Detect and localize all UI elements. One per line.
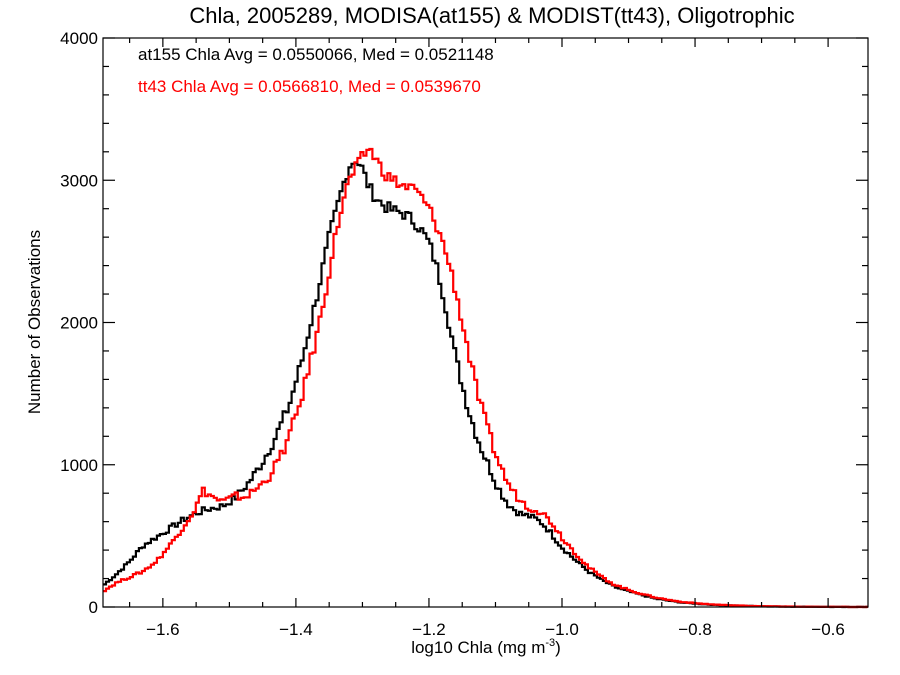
x-tick-label: −0.8 — [678, 620, 712, 639]
series-layer — [103, 147, 868, 609]
x-axis: −1.6 −1.4 −1.2 −1.0 −0.8 −0.6 — [129, 38, 845, 639]
y-tick-label: 1000 — [60, 456, 98, 475]
chart-title: Chla, 2005289, MODISA(at155) & MODIST(tt… — [189, 3, 794, 28]
y-tick-label: 2000 — [60, 314, 98, 333]
y-tick-label: 3000 — [60, 171, 98, 190]
series-line-0 — [103, 161, 868, 609]
x-axis-label-superscript: -3 — [545, 637, 555, 649]
x-axis-label-end: ) — [555, 638, 561, 657]
annotation-tt43: tt43 Chla Avg = 0.0566810, Med = 0.05396… — [138, 77, 481, 96]
y-axis: 0 1000 2000 3000 4000 — [60, 29, 868, 617]
x-axis-label-main: log10 Chla (mg m — [411, 638, 545, 657]
y-tick-label: 0 — [89, 598, 98, 617]
x-tick-label: −1.2 — [412, 620, 446, 639]
x-axis-label: log10 Chla (mg m-3) — [411, 637, 561, 657]
series-line-1 — [103, 147, 868, 609]
x-tick-label: −1.0 — [545, 620, 579, 639]
annotation-at155: at155 Chla Avg = 0.0550066, Med = 0.0521… — [138, 45, 494, 64]
plot-frame — [102, 37, 869, 608]
x-tick-label: −1.4 — [279, 620, 313, 639]
x-tick-label: −1.6 — [146, 620, 180, 639]
y-axis-label: Number of Observations — [25, 230, 44, 414]
y-tick-label: 4000 — [60, 29, 98, 48]
x-tick-label: −0.6 — [811, 620, 845, 639]
